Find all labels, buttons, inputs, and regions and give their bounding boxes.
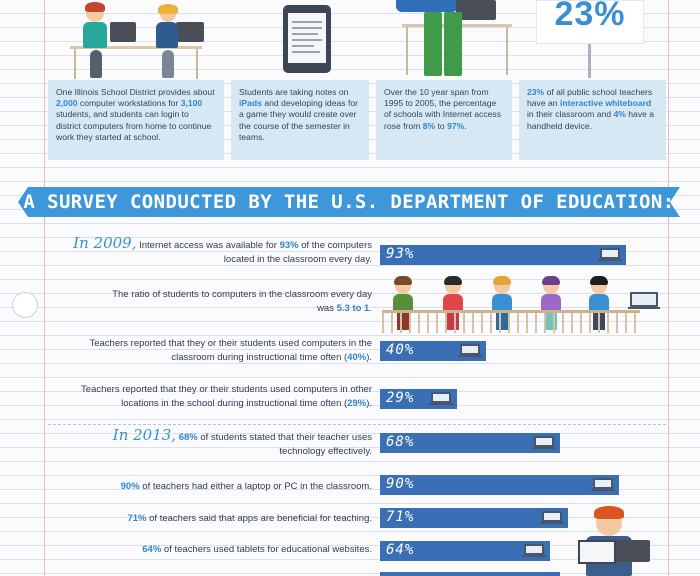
- binder-hole: [12, 292, 38, 318]
- bar-laptop-label: 90%: [386, 476, 415, 492]
- info-card-whiteboard: 23% of all public school teachers have a…: [519, 80, 666, 160]
- row-2009-text: In 2009, Internet access was available f…: [73, 234, 372, 266]
- stat-board: 23%: [536, 0, 644, 44]
- laptop-icon: [429, 392, 453, 405]
- bar-2013: 68%: [380, 433, 560, 453]
- bar-other: 29%: [380, 389, 457, 409]
- laptop-icon: [628, 292, 660, 310]
- survey-banner: [18, 187, 680, 217]
- row-ratio-text: The ratio of students to computers in th…: [112, 289, 372, 314]
- stat-board-stand: [588, 44, 591, 78]
- bar-tablets: 64%: [380, 541, 550, 561]
- bar-laptop: 90%: [380, 475, 619, 495]
- laptop-icon: [458, 344, 482, 357]
- info-card-district: One Illinois School District provides ab…: [48, 80, 224, 160]
- notebook-margin-line: [44, 0, 45, 576]
- bar-often-label: 40%: [386, 342, 415, 358]
- bar-apps-label: 71%: [386, 509, 415, 525]
- row-often-text: Teachers reported that they or their stu…: [89, 338, 372, 363]
- bar-partial: [380, 572, 560, 576]
- row-other-text: Teachers reported that they or their stu…: [81, 384, 372, 409]
- laptop-icon: [532, 436, 556, 449]
- bar-other-label: 29%: [386, 390, 415, 406]
- bar-apps: 71%: [380, 508, 568, 528]
- survey-banner-title: A SURVEY CONDUCTED BY THE U.S. DEPARTMEN…: [23, 191, 675, 213]
- info-card-internet-access: Over the 10 year span from 1995 to 2005,…: [376, 80, 512, 160]
- row-apps-text: 71% of teachers said that apps are benef…: [127, 513, 372, 524]
- row-2013-text: In 2013, 68% of students stated that the…: [112, 426, 372, 458]
- laptop-icon: [522, 544, 546, 557]
- bar-2009-label: 93%: [386, 246, 415, 262]
- section-divider: [48, 424, 666, 425]
- bar-often: 40%: [380, 341, 486, 361]
- row-laptop-text: 90% of teachers had either a laptop or P…: [120, 481, 372, 492]
- laptop-icon: [540, 511, 564, 524]
- bar-2013-label: 68%: [386, 434, 415, 450]
- info-cards: One Illinois School District provides ab…: [48, 80, 666, 160]
- laptop-icon: [591, 478, 615, 491]
- stat-board-value: 23%: [554, 0, 626, 33]
- laptop-icon: [598, 248, 622, 261]
- info-card-ipads: Students are taking notes on iPads and d…: [231, 80, 369, 160]
- row-tablets-text: 64% of teachers used tablets for educati…: [142, 544, 372, 555]
- tablet-icon: [283, 5, 331, 73]
- bar-tablets-label: 64%: [386, 542, 415, 558]
- notebook-margin-line-right: [668, 0, 669, 576]
- bar-2009: 93%: [380, 245, 626, 265]
